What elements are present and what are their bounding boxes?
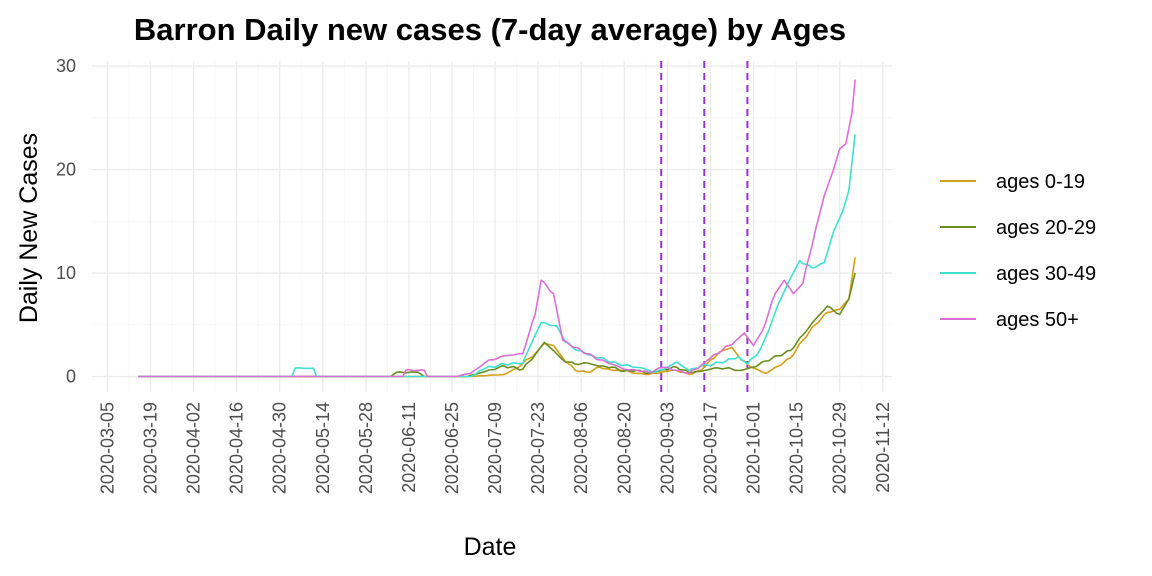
x-tick-label: 2020-09-03	[657, 402, 677, 494]
series-line-ages-30-49	[138, 134, 856, 378]
legend-label: ages 50+	[996, 309, 1079, 331]
y-tick-label: 20	[56, 160, 76, 180]
x-tick-label: 2020-11-12	[873, 402, 893, 493]
legend-label: ages 0-19	[996, 171, 1085, 193]
x-tick-label: 2020-08-06	[571, 402, 591, 494]
x-tick-label: 2020-03-05	[97, 402, 117, 494]
series-line-ages-50-	[138, 79, 856, 378]
x-tick-label: 2020-06-11	[399, 402, 419, 493]
series-line-ages-0-19	[138, 257, 856, 378]
series-lines	[138, 79, 856, 378]
x-axis-ticks: 2020-03-05 2020-03-19 2020-04-02 2020-04-16…	[97, 402, 892, 494]
legend-label: ages 20-29	[996, 217, 1096, 239]
chart-title: Barron Daily new cases (7-day average) b…	[134, 12, 846, 47]
y-axis-title: Daily New Cases	[15, 133, 43, 323]
x-tick-label: 2020-08-20	[614, 402, 634, 494]
x-tick-label: 2020-04-02	[184, 402, 204, 494]
x-tick-label: 2020-09-17	[700, 402, 720, 494]
y-tick-label: 0	[66, 366, 76, 386]
grid	[92, 61, 892, 392]
x-tick-label: 2020-10-15	[787, 402, 807, 494]
x-tick-label: 2020-03-19	[140, 402, 160, 494]
x-tick-label: 2020-05-14	[313, 402, 333, 494]
x-tick-label: 2020-05-28	[356, 402, 376, 494]
y-axis-ticks: 0 10 20 30	[56, 56, 76, 386]
x-tick-label: 2020-04-16	[227, 402, 247, 494]
x-tick-label: 2020-06-25	[442, 402, 462, 494]
x-tick-label: 2020-07-23	[528, 402, 548, 494]
series-line-ages-20-29	[138, 272, 856, 378]
x-tick-label: 2020-07-09	[485, 402, 505, 494]
y-tick-label: 10	[56, 263, 76, 283]
legend: ages 0-19 ages 20-29 ages 30-49 ages 50+	[940, 171, 1096, 331]
x-tick-label: 2020-10-29	[830, 402, 850, 494]
legend-label: ages 30-49	[996, 263, 1096, 285]
x-tick-label: 2020-04-30	[270, 402, 290, 494]
y-tick-label: 30	[56, 56, 76, 76]
x-axis-title: Date	[464, 533, 517, 561]
x-tick-label: 2020-10-01	[744, 402, 764, 494]
